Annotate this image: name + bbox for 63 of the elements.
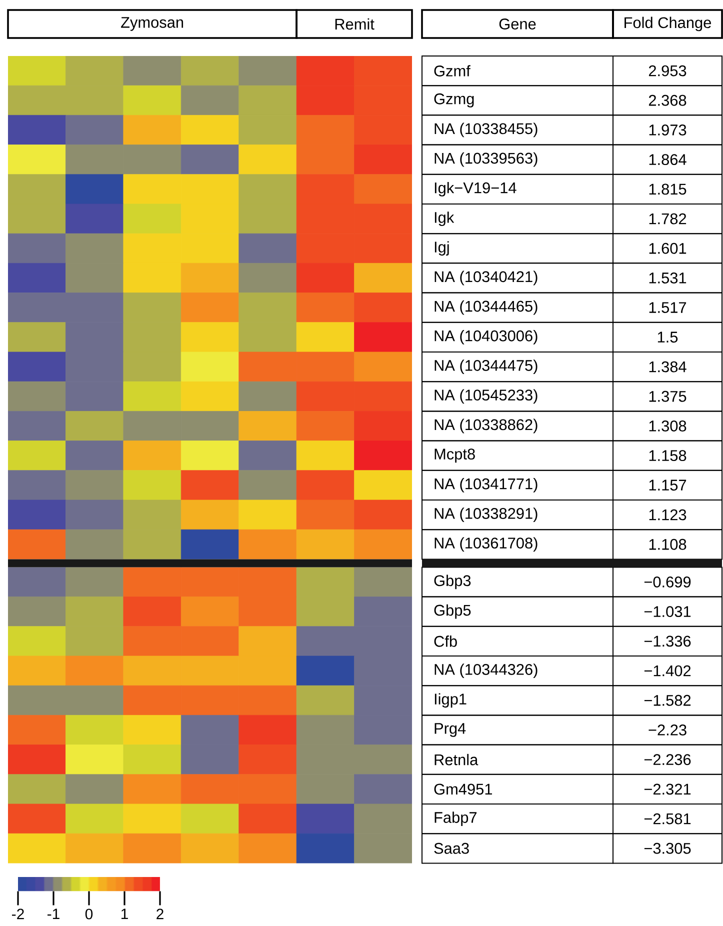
category-label: NA (10339563) [434, 152, 538, 167]
text: −2.321 [644, 784, 691, 795]
color-bar-label: 2 [156, 908, 164, 920]
category-label: Retnla [434, 754, 478, 766]
text: 2.953 [648, 65, 686, 76]
category-label: Cfb [434, 636, 457, 647]
color-bar-label: -1 [48, 908, 60, 919]
text: 1.782 [649, 213, 686, 224]
text: −2.236 [644, 754, 691, 766]
text: −1.031 [644, 606, 691, 618]
category-label: Prg4 [434, 723, 466, 737]
category-label: Igk−V19−14 [434, 182, 516, 196]
text: 1.108 [649, 538, 686, 550]
category-label: Mcpt8 [434, 448, 475, 463]
category-label: NA (10361708) [434, 537, 538, 552]
category-label: Fabp7 [434, 812, 477, 826]
category-label: Gzmf [434, 65, 470, 76]
category-label: Gzmg [434, 93, 474, 108]
text: 1.601 [649, 242, 686, 254]
text: Zymosan [121, 17, 184, 31]
category-label: NA (10338862) [434, 418, 538, 434]
text: 1.375 [649, 390, 686, 402]
text: 1.157 [649, 480, 686, 491]
text: Remit [335, 18, 374, 30]
category-label: Igj [434, 241, 449, 256]
text: Fold Change [624, 16, 712, 32]
category-label: Gbp5 [434, 604, 471, 619]
category-label: NA (10340421) [434, 270, 538, 286]
text: 1.864 [649, 154, 686, 166]
text: 2.368 [648, 94, 686, 106]
text: −2.581 [644, 813, 691, 824]
category-label: Saa3 [434, 842, 469, 854]
text: −0.699 [644, 576, 691, 588]
text: 1.531 [649, 272, 686, 284]
category-label: Igk [434, 212, 454, 226]
text: 1.308 [649, 420, 686, 432]
text: −1.336 [644, 636, 691, 647]
category-label: NA (10338291) [434, 508, 538, 522]
text: 1.123 [649, 509, 686, 520]
text: −3.305 [644, 842, 691, 854]
color-bar-label: 1 [121, 908, 128, 919]
category-label: NA (10403006) [434, 330, 538, 344]
category-label: NA (10338455) [434, 122, 538, 138]
text: Gene [499, 18, 536, 30]
category-label: NA (10545233) [434, 389, 538, 404]
text: −1.402 [644, 665, 691, 676]
category-label: NA (10344465) [434, 300, 538, 315]
text: −1.582 [644, 694, 691, 706]
color-bar-label: 0 [85, 908, 93, 920]
category-label: NA (10344475) [434, 360, 538, 374]
category-label: Gm4951 [434, 784, 492, 795]
color-bar-label: -2 [12, 908, 24, 920]
text: 1.158 [649, 450, 686, 462]
text: −2.23 [648, 724, 686, 736]
text: 1.973 [649, 124, 686, 136]
text: 1.815 [649, 184, 686, 195]
category-label: Gbp3 [434, 574, 471, 590]
category-label: NA (10344326) [434, 664, 538, 678]
text: 1.384 [649, 361, 686, 372]
text: 1.5 [658, 332, 678, 343]
category-label: NA (10341771) [434, 478, 538, 492]
text: 1.517 [649, 302, 686, 313]
category-label: Iigp1 [434, 693, 466, 708]
